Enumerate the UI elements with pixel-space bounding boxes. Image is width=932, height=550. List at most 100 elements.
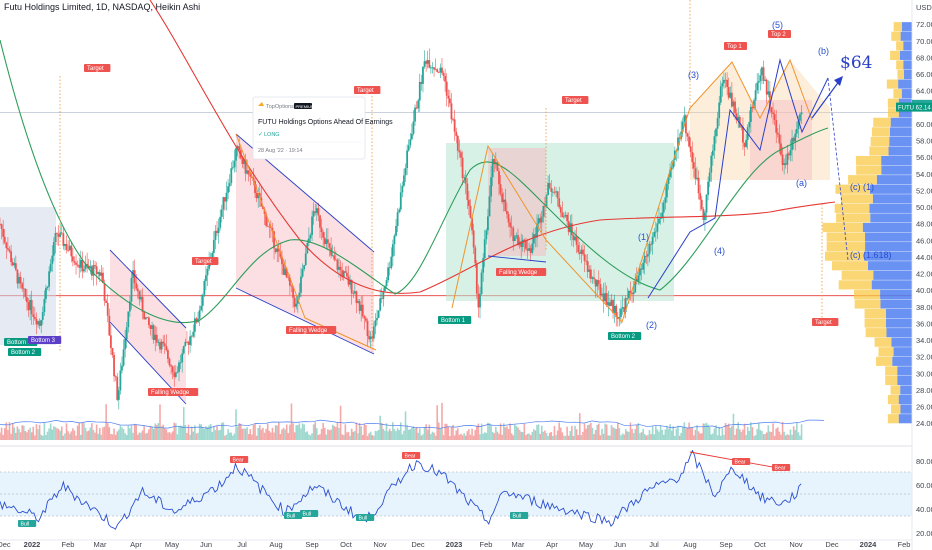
candle-body bbox=[569, 223, 572, 233]
volume-bar bbox=[407, 429, 410, 440]
candle-body bbox=[201, 294, 204, 306]
candle-body bbox=[645, 255, 648, 257]
target-tag[interactable]: Target bbox=[84, 64, 111, 72]
candle-body bbox=[735, 113, 738, 121]
candle-body bbox=[219, 216, 222, 228]
rsi-bull-tag[interactable]: Bull bbox=[510, 512, 529, 519]
volume-bar bbox=[650, 434, 652, 440]
candle-body bbox=[308, 238, 310, 243]
volume-bar bbox=[411, 427, 413, 440]
rsi-bull-tag[interactable]: Bull bbox=[300, 510, 319, 517]
volume-bar bbox=[352, 431, 355, 440]
rsi-bear-tag[interactable]: Bear bbox=[732, 458, 751, 465]
rsi-bear-tag[interactable]: Bear bbox=[772, 464, 791, 471]
candle-body bbox=[643, 255, 646, 263]
top-tag[interactable]: Top 2 bbox=[768, 30, 791, 38]
candle-body bbox=[792, 137, 795, 142]
candle-body bbox=[128, 301, 131, 312]
volume-bar bbox=[767, 425, 770, 440]
candle-body bbox=[404, 168, 407, 176]
candle-body bbox=[203, 280, 206, 295]
volume-bar bbox=[70, 431, 73, 440]
target-tag[interactable]: Target bbox=[812, 318, 839, 326]
candle-body bbox=[73, 261, 76, 263]
volume-bar bbox=[11, 423, 14, 440]
volume-profile-bar-down bbox=[870, 213, 912, 223]
volume-bar bbox=[235, 409, 237, 440]
volume-bar bbox=[585, 428, 587, 440]
candle-body bbox=[688, 136, 690, 147]
candle-body bbox=[437, 71, 440, 73]
volume-bar bbox=[26, 432, 28, 440]
rsi-bull-tag[interactable]: Bull bbox=[284, 512, 303, 519]
bottom-tag[interactable]: Bottom 3 bbox=[28, 336, 62, 344]
candle-body bbox=[339, 266, 342, 271]
volume-bar bbox=[132, 432, 134, 440]
candle-body bbox=[29, 299, 31, 311]
volume-bar bbox=[689, 427, 692, 440]
candle-body bbox=[589, 269, 592, 279]
volume-bar bbox=[38, 424, 41, 440]
volume-bar bbox=[24, 430, 27, 440]
volume-bar bbox=[441, 402, 443, 440]
candle-body bbox=[515, 235, 518, 237]
volume-profile-bar-down bbox=[893, 347, 912, 357]
candle-body bbox=[521, 239, 524, 247]
volume-bar bbox=[746, 427, 749, 440]
candle-body bbox=[506, 211, 508, 215]
volume-bar bbox=[216, 426, 218, 440]
wave-label: (b) bbox=[818, 46, 829, 56]
candle-body bbox=[255, 193, 258, 199]
time-tick: Apr bbox=[546, 540, 558, 549]
bottom-tag[interactable]: Bottom 2 bbox=[608, 332, 642, 340]
rsi-bull-tag-label: Bull bbox=[303, 511, 312, 517]
rsi-bear-tag[interactable]: Bear bbox=[402, 452, 421, 459]
target-tag[interactable]: Target bbox=[192, 257, 219, 265]
target-tag[interactable]: Target bbox=[354, 86, 381, 94]
volume-bar bbox=[95, 424, 98, 440]
candle-body bbox=[377, 310, 380, 318]
rsi-bull-tag[interactable]: Bull bbox=[356, 514, 375, 521]
volume-profile-bar-down bbox=[889, 136, 912, 147]
wedge-tag[interactable]: Falling Wedge bbox=[496, 268, 547, 276]
candle-body bbox=[656, 223, 659, 232]
candle-body bbox=[434, 69, 437, 71]
volume-bar bbox=[764, 433, 766, 440]
candle-body bbox=[678, 137, 681, 139]
volume-bar bbox=[688, 422, 690, 440]
candle-body bbox=[605, 293, 608, 306]
candle-body bbox=[705, 194, 708, 213]
idea-card[interactable]: TopOptions PREMIUM FUTU Holdings Options… bbox=[252, 96, 393, 160]
candle-body bbox=[106, 302, 109, 316]
volume-bar bbox=[548, 432, 551, 440]
rsi-bull-tag[interactable]: Bull bbox=[18, 520, 37, 527]
bottom-tag[interactable]: Bottom 1 bbox=[438, 316, 472, 324]
volume-bar bbox=[122, 429, 125, 440]
volume-bar bbox=[106, 423, 109, 440]
candle-body bbox=[277, 248, 280, 252]
candle-body bbox=[591, 277, 594, 279]
price-target-arrow bbox=[811, 79, 841, 119]
orange-zigzag-2 bbox=[451, 58, 813, 323]
wedge-tag[interactable]: Falling Wedge bbox=[286, 326, 337, 334]
candle-body bbox=[537, 218, 540, 224]
candle-body bbox=[390, 256, 393, 269]
volume-bar bbox=[640, 432, 643, 440]
top-tag[interactable]: Top 1 bbox=[724, 42, 747, 50]
time-tick: Oct bbox=[754, 540, 767, 549]
volume-bar bbox=[750, 422, 752, 440]
candle-body bbox=[87, 265, 90, 269]
volume-bar bbox=[344, 424, 347, 440]
volume-bar bbox=[666, 425, 668, 440]
volume-bar bbox=[780, 434, 782, 440]
candle-body bbox=[572, 235, 575, 241]
bottom-tag[interactable]: Bottom 2 bbox=[8, 348, 42, 356]
candle-body bbox=[713, 136, 716, 151]
time-tick: 2023 bbox=[446, 540, 463, 549]
time-tick: Jun bbox=[614, 540, 626, 549]
wedge-tag[interactable]: Falling Wedge bbox=[148, 388, 199, 396]
rsi-bear-tag[interactable]: Bear bbox=[230, 456, 249, 463]
target-tag[interactable]: Target bbox=[562, 96, 589, 104]
time-tick: Aug bbox=[683, 540, 696, 549]
